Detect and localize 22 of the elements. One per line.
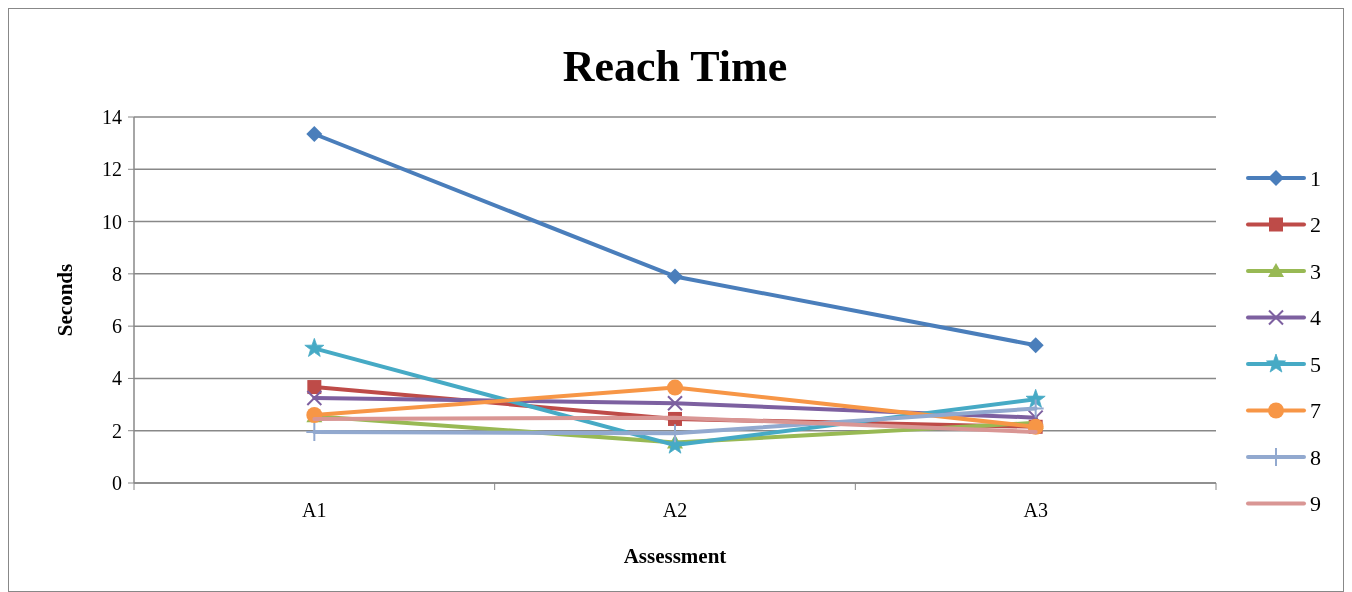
y-tick-label: 8 <box>112 262 122 285</box>
y-tick-label: 6 <box>112 315 122 338</box>
y-axis-title: Seconds <box>53 263 77 337</box>
x-tick-label: A2 <box>662 499 688 521</box>
chart-title: Reach Time <box>562 42 788 91</box>
y-tick-label: 4 <box>112 367 122 390</box>
legend-label: 8 <box>1310 444 1321 470</box>
legend-label: 1 <box>1310 165 1321 191</box>
y-tick-label: 2 <box>112 419 122 442</box>
x-axis-title: Assessment <box>623 544 727 568</box>
legend-label: 7 <box>1310 398 1321 424</box>
y-tick-label: 14 <box>102 106 122 128</box>
legend-label: 5 <box>1310 351 1321 377</box>
legend-label: 2 <box>1310 212 1321 238</box>
legend-label: 3 <box>1310 258 1321 284</box>
y-tick-label: 10 <box>102 210 122 233</box>
x-tick-label: A1 <box>302 499 327 521</box>
y-tick-label: 0 <box>112 472 122 494</box>
x-tick-label: A3 <box>1023 499 1048 521</box>
y-tick-label: 12 <box>102 158 122 181</box>
legend-label: 9 <box>1310 491 1321 517</box>
legend-label: 4 <box>1310 305 1321 331</box>
